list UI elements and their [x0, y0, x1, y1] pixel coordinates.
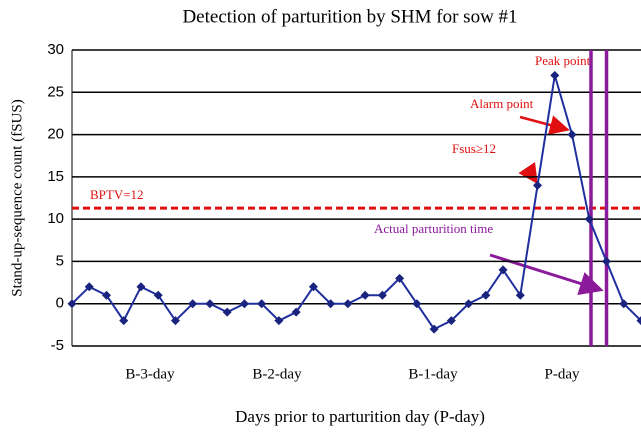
data-point	[170, 316, 180, 326]
data-point	[619, 299, 629, 309]
x-axis-label: Days prior to parturition day (P-day)	[235, 407, 485, 426]
data-point	[136, 282, 146, 292]
data-point	[239, 299, 249, 309]
arrow	[489, 253, 604, 296]
data-point	[205, 299, 215, 309]
data-point	[533, 180, 543, 190]
y-tick-label: 15	[47, 168, 64, 185]
arrow	[519, 115, 570, 135]
data-point	[101, 290, 111, 300]
annotation: Peak point	[535, 53, 591, 68]
data-point	[188, 299, 198, 309]
x-group-label: B-3-day	[125, 366, 175, 382]
data-point	[308, 282, 318, 292]
series-line	[71, 75, 641, 331]
x-group-label: P-day	[545, 366, 580, 382]
data-point	[67, 299, 77, 309]
data-point	[84, 282, 94, 292]
arrow	[518, 161, 538, 185]
data-point	[550, 70, 560, 80]
data-point	[360, 290, 370, 300]
data-point	[291, 307, 301, 317]
data-point	[498, 265, 508, 275]
annotation: Actual parturition time	[374, 221, 493, 236]
annotation: Fsus≥12	[452, 141, 496, 156]
data-point	[153, 290, 163, 300]
y-tick-label: 30	[47, 41, 64, 58]
data-point	[326, 299, 336, 309]
data-point	[377, 290, 387, 300]
data-point	[429, 324, 439, 334]
data-point	[584, 214, 594, 224]
y-tick-label: 10	[47, 210, 64, 227]
data-point	[395, 273, 405, 283]
data-point	[481, 290, 491, 300]
y-tick-label: 25	[47, 83, 64, 100]
data-point	[636, 316, 641, 326]
y-tick-label: 20	[47, 126, 64, 143]
data-point	[446, 316, 456, 326]
data-point	[257, 299, 267, 309]
y-axis-label: Stand-up-sequence count (fSUS)	[9, 99, 25, 296]
data-point	[343, 299, 353, 309]
y-tick-label: -5	[51, 337, 64, 354]
y-tick-label: 5	[56, 252, 64, 269]
data-point	[515, 290, 525, 300]
data-point	[412, 299, 422, 309]
data-point	[464, 299, 474, 309]
y-tick-label: 0	[56, 295, 64, 312]
data-point	[222, 307, 232, 317]
annotation: Alarm point	[470, 96, 534, 111]
threshold-label: BPTV=12	[90, 187, 144, 202]
x-group-label: B-1-day	[408, 366, 458, 382]
data-point	[274, 316, 284, 326]
x-group-label: B-2-day	[252, 366, 302, 382]
data-point	[119, 316, 129, 326]
chart-title: Detection of parturition by SHM for sow …	[182, 6, 517, 27]
data-point	[602, 256, 612, 266]
data-point	[567, 130, 577, 140]
